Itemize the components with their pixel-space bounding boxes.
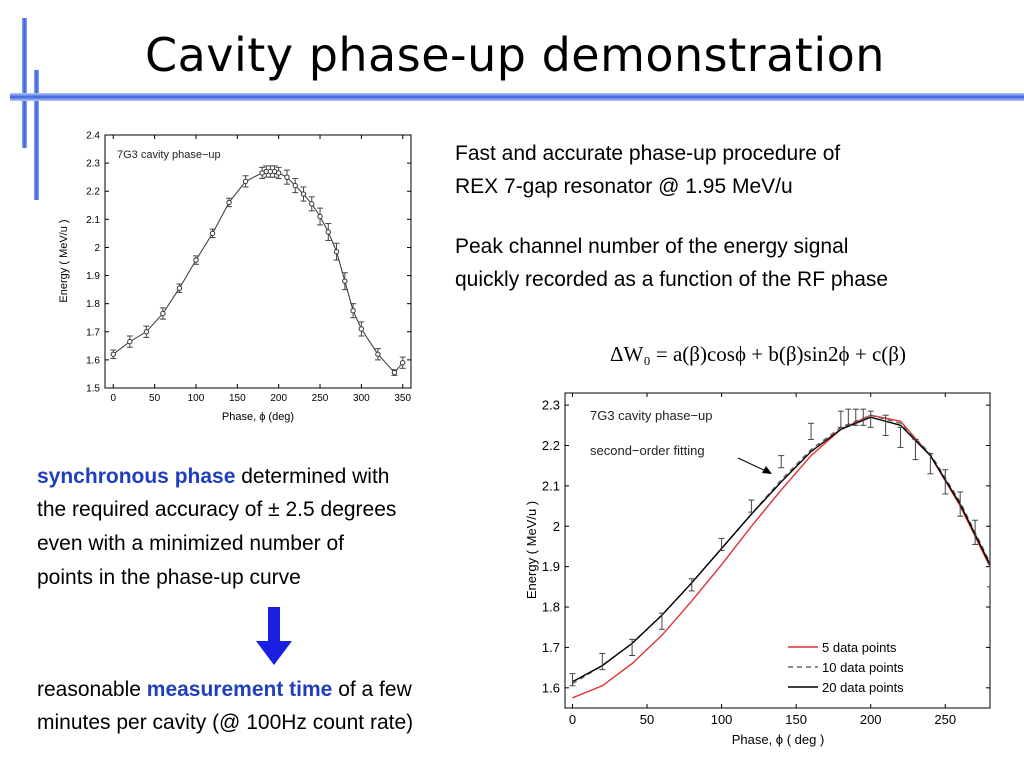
sync-line-1: synchronous phase determined with — [37, 460, 389, 493]
y-tick-label: 2.3 — [542, 398, 560, 413]
x-tick-label: 150 — [785, 712, 807, 727]
y-tick-label: 2.1 — [86, 215, 100, 226]
accent-vertical-bar-left — [22, 18, 27, 148]
intro-line-2: REX 7-gap resonator @ 1.95 MeV/u — [455, 175, 793, 198]
sync-line-2: the required accuracy of ± 2.5 degrees — [37, 498, 397, 521]
x-tick-label: 200 — [860, 712, 882, 727]
x-tick-label: 350 — [394, 393, 411, 404]
chart1-title: 7G3 cavity phase−up — [117, 149, 221, 161]
sync-phase-highlight: synchronous phase — [37, 465, 236, 488]
sync-line-3: even with a minimized number of — [37, 532, 344, 555]
data-point — [350, 307, 356, 314]
fit-curve-20-data-points — [572, 416, 990, 683]
data-point — [284, 174, 290, 180]
y-tick-label: 2.1 — [542, 478, 560, 493]
data-point — [391, 369, 398, 376]
fit-formula: ΔW₀ = a(β)cosϕ + b(β)sin2ϕ + c(β) — [610, 342, 906, 366]
data-point — [127, 338, 133, 345]
chart2-plot-frame — [564, 392, 991, 709]
legend-label: 5 data points — [822, 640, 897, 655]
chart2-legend: 5 data points 10 data points 20 data point… — [788, 640, 904, 695]
fitting-chart: 0 50 100 150 200 250 1.6 1.7 1.8 1.9 2 2.1 2.2 2.3 7G… — [524, 392, 991, 747]
x-tick-label: 300 — [353, 393, 370, 404]
meas-post: of a few — [338, 678, 412, 701]
measurement-time-highlight: measurement time — [146, 678, 333, 701]
data-point — [333, 248, 340, 255]
y-tick-label: 1.7 — [542, 640, 560, 655]
annotation-arrow-head — [762, 466, 772, 474]
y-tick-label: 1.8 — [542, 600, 560, 615]
y-tick-label: 2.3 — [86, 159, 100, 170]
data-point — [309, 201, 315, 207]
y-tick-label: 2.4 — [86, 131, 100, 142]
data-point — [275, 170, 282, 176]
chart2-xlabel: Phase, ϕ ( deg ) — [732, 732, 825, 747]
x-tick-label: 250 — [934, 712, 956, 727]
data-point — [226, 199, 232, 206]
data-point — [325, 229, 331, 235]
data-point — [176, 285, 183, 291]
chart1-ylabel: Energy ( MeV/u ) — [58, 219, 70, 302]
x-tick-label: 0 — [569, 712, 576, 727]
x-tick-label: 100 — [188, 393, 205, 404]
peak-line-1: Peak channel number of the energy signal — [455, 235, 849, 258]
y-tick-label: 1.6 — [542, 680, 560, 695]
data-point — [160, 310, 166, 317]
fit-curve-5-data-points — [572, 414, 990, 699]
y-tick-label: 1.5 — [86, 384, 100, 395]
chart1-plot-frame — [104, 134, 412, 389]
x-tick-label: 250 — [312, 393, 329, 404]
y-tick-label: 2 — [553, 519, 560, 534]
y-tick-label: 2 — [94, 243, 100, 254]
x-tick-label: 150 — [229, 393, 246, 404]
accent-vertical-bar-right — [34, 70, 39, 200]
data-point — [317, 213, 323, 220]
data-point — [400, 360, 406, 366]
y-tick-label: 1.9 — [86, 271, 100, 282]
data-point — [242, 178, 249, 185]
data-point — [110, 351, 116, 357]
measurement-line-1: reasonable measurement time of a few — [37, 673, 412, 706]
y-tick-label: 1.8 — [86, 299, 100, 310]
chart2-annotation: second−order fitting — [590, 443, 705, 458]
chart2-ylabel: Energy ( MeV/u ) — [524, 501, 539, 599]
legend-label: 20 data points — [822, 680, 904, 695]
accent-horizontal-bar — [10, 93, 1024, 101]
annotation-arrow-line — [737, 457, 769, 473]
chart2-title: 7G3 cavity phase−up — [590, 408, 713, 423]
y-tick-label: 2.2 — [542, 438, 560, 453]
data-point — [358, 326, 365, 332]
data-point — [193, 257, 199, 263]
data-point — [300, 191, 307, 197]
down-arrow-icon — [256, 607, 292, 665]
data-point — [209, 230, 216, 237]
x-tick-label: 200 — [270, 393, 287, 404]
sync-line-1-rest: determined with — [241, 465, 390, 488]
x-tick-label: 50 — [149, 393, 161, 404]
x-tick-label: 100 — [711, 712, 733, 727]
chart1-xlabel: Phase, ϕ (deg) — [222, 411, 294, 423]
data-point — [292, 182, 298, 189]
y-tick-label: 1.6 — [86, 355, 100, 366]
phase-up-chart: 0 50 100 150 200 250 300 350 1.5 1.6 1.7 1.8 1.9 2 2.1… — [58, 131, 412, 424]
data-point — [342, 278, 348, 284]
y-tick-label: 2.2 — [86, 187, 100, 198]
legend-label: 10 data points — [822, 660, 904, 675]
y-tick-label: 1.9 — [542, 559, 560, 574]
sync-line-4: points in the phase-up curve — [37, 566, 301, 589]
meas-pre: reasonable — [37, 678, 141, 701]
x-tick-label: 0 — [110, 393, 116, 404]
y-tick-label: 1.7 — [86, 327, 100, 338]
x-tick-label: 50 — [640, 712, 654, 727]
slide-title: Cavity phase-up demonstration — [145, 28, 885, 82]
data-point — [375, 351, 381, 357]
measurement-line-2: minutes per cavity (@ 100Hz count rate) — [37, 711, 414, 734]
intro-line-1: Fast and accurate phase-up procedure of — [455, 142, 841, 165]
data-point — [143, 329, 150, 335]
peak-line-2: quickly recorded as a function of the RF… — [455, 268, 889, 291]
